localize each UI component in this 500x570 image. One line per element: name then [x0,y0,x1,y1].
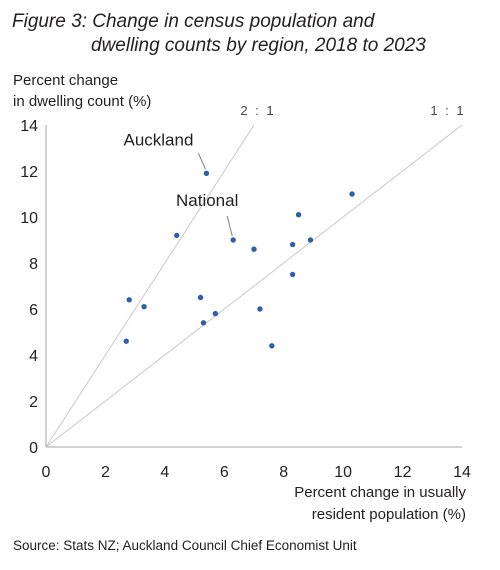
data-point [203,170,210,176]
annotation-national: National [176,191,238,210]
y-tick-label: 12 [20,164,38,181]
y-axis-label-line-2: in dwelling count (%) [13,93,152,110]
annotation-leader-national [226,215,233,237]
reference-line-label-1: 2 : 1 [240,103,275,118]
data-point [251,246,257,252]
reference-line-2 [45,124,463,448]
x-axis-label-line-2: resident population (%) [311,506,466,523]
y-tick-label: 6 [29,302,38,319]
data-point [269,343,275,349]
y-axis-label: Percent change in dwelling count (%) [13,70,151,112]
chart-title: Figure 3: Change in census population an… [12,10,426,58]
y-tick-label: 2 [29,394,38,411]
data-point [200,320,207,326]
data-point [141,304,147,310]
y-tick-label: 14 [20,118,38,135]
data-point [257,306,263,312]
data-point [295,212,302,218]
data-points [123,170,355,349]
data-point [289,241,296,248]
data-point [174,232,180,239]
tick-labels: 0 2 4 6 8 10 12 14 0 2 4 6 8 10 12 14 [20,118,471,481]
y-tick-label: 10 [20,210,38,227]
axes [45,125,462,448]
y-tick-label: 8 [29,256,38,273]
y-axis-label-line-1: Percent change [13,72,119,89]
x-tick-label: 4 [160,464,169,481]
data-point [123,338,129,344]
data-point [212,310,219,317]
x-tick-label: 14 [453,464,471,481]
chart-title-line-1: Figure 3: Change in census population an… [12,11,375,32]
y-tick-label: 0 [29,440,38,457]
x-tick-label: 12 [394,464,412,481]
chart-title-line-2: dwelling counts by region, 2018 to 2023 [91,35,426,56]
annotations: Auckland National [123,130,238,237]
data-point [307,237,314,243]
reference-line-label-2: 1 : 1 [430,103,465,118]
x-tick-label: 2 [101,464,110,481]
reference-line-1 [45,124,255,448]
reference-lines: 2 : 1 1 : 1 [45,103,465,448]
data-point [230,237,236,243]
x-tick-label: 0 [42,464,51,481]
data-point [197,294,204,301]
y-tick-label: 4 [29,348,38,365]
data-point [349,191,355,197]
x-axis-label-line-1: Percent change in usually [294,484,466,501]
x-tick-label: 6 [220,464,229,481]
annotation-auckland: Auckland [123,130,193,149]
x-tick-label: 10 [334,464,352,481]
data-point [126,297,132,303]
x-tick-label: 8 [279,464,288,481]
data-point [289,271,296,278]
x-axis-label: Percent change in usually resident popul… [294,482,466,526]
source-note: Source: Stats NZ; Auckland Council Chief… [13,538,357,553]
annotation-leader-auckland [197,153,206,170]
